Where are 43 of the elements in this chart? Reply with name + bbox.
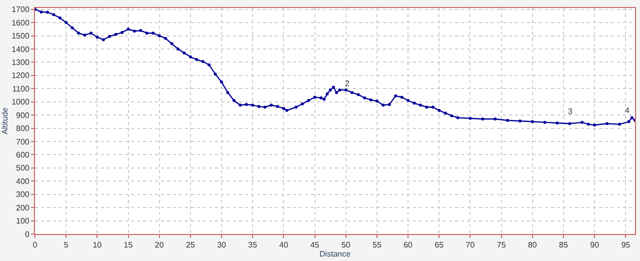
x-tick-label: 95 <box>621 240 631 250</box>
x-tick-label: 15 <box>124 240 134 250</box>
x-tick-label: 40 <box>279 240 289 250</box>
x-tick-label: 55 <box>372 240 382 250</box>
y-tick-label: 900 <box>16 110 30 120</box>
x-tick-label: 5 <box>64 240 69 250</box>
y-tick-label: 200 <box>16 203 30 212</box>
x-axis-title: Distance <box>319 250 352 259</box>
x-tick-label: 35 <box>248 240 258 250</box>
y-tick-label: 100 <box>16 216 30 226</box>
x-tick-label: 90 <box>590 240 600 250</box>
x-tick-label: 70 <box>466 240 476 250</box>
y-tick-label: 1500 <box>12 32 30 41</box>
y-tick-label: 1700 <box>12 5 30 14</box>
x-tick-label: 25 <box>186 240 196 250</box>
y-tick-label: 700 <box>16 137 30 146</box>
y-axis-title: Altitude <box>0 107 10 134</box>
annotation: 2 <box>345 79 350 88</box>
y-tick-label: 1300 <box>12 58 30 67</box>
x-tick-label: 20 <box>154 240 164 250</box>
x-tick-label: 10 <box>92 240 102 250</box>
x-tick-label: 85 <box>559 240 568 250</box>
y-tick-label: 300 <box>16 190 30 200</box>
y-tick-label: 800 <box>16 124 30 134</box>
y-tick-label: 1100 <box>12 84 30 94</box>
y-tick-label: 1400 <box>12 44 30 54</box>
y-tick-label: 0 <box>24 230 30 239</box>
y-tick-label: 1000 <box>12 98 30 107</box>
x-tick-label: 80 <box>528 240 538 250</box>
x-tick-label: 45 <box>310 240 320 250</box>
y-tick-label: 400 <box>16 176 30 186</box>
x-tick-label: 30 <box>217 240 227 250</box>
x-tick-label: 65 <box>434 240 444 250</box>
annotation: 4 <box>625 106 630 115</box>
y-tick-label: 1200 <box>12 71 30 80</box>
x-tick-label: 0 <box>32 240 38 250</box>
x-tick-label: 50 <box>341 240 351 250</box>
x-tick-label: 75 <box>496 240 506 250</box>
x-tick-label: 60 <box>404 240 414 250</box>
y-tick-label: 600 <box>16 150 30 160</box>
y-tick-label: 1600 <box>12 18 30 28</box>
y-tick-label: 500 <box>16 164 30 173</box>
annotation: 3 <box>568 107 573 116</box>
